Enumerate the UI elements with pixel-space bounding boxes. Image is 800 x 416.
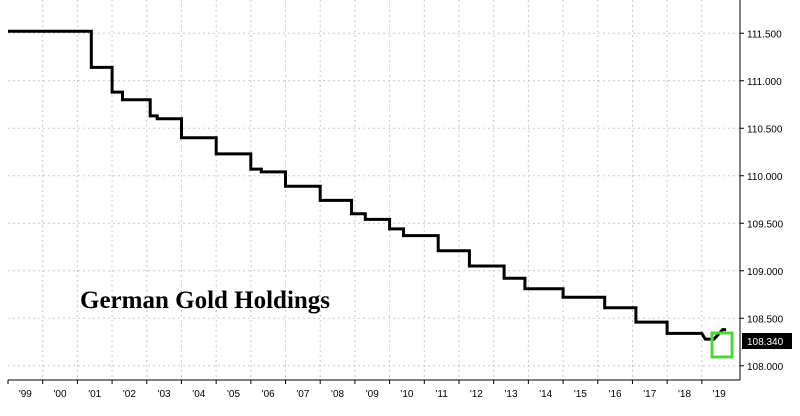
x-tick-label: '14 — [539, 389, 552, 400]
y-tick-label: 111.500 — [747, 29, 782, 40]
y-tick-label: 111.000 — [747, 77, 782, 88]
x-tick-label: '10 — [400, 389, 413, 400]
last-value-highlight — [710, 331, 734, 359]
y-tick-label: 108.500 — [747, 314, 784, 325]
x-tick-label: '16 — [609, 389, 622, 400]
last-value-box — [742, 333, 792, 349]
x-tick-label: '13 — [505, 389, 518, 400]
x-tick-label: '05 — [227, 389, 240, 400]
x-tick-label: '17 — [643, 389, 656, 400]
x-tick-label: '02 — [123, 389, 136, 400]
series-line — [8, 29, 727, 341]
y-tick-label: 109.500 — [747, 219, 784, 230]
x-tick-label: '00 — [54, 389, 67, 400]
x-tick-label: '18 — [678, 389, 691, 400]
y-tick-label: 109.000 — [747, 267, 784, 278]
x-tick-label: '19 — [713, 389, 726, 400]
x-tick-label: '11 — [436, 389, 449, 400]
x-tick-label: '12 — [470, 389, 483, 400]
x-tick-label: '08 — [331, 389, 344, 400]
y-tick-label: 110.500 — [747, 124, 783, 135]
chart-title: German Gold Holdings — [80, 287, 330, 314]
x-tick-label: '01 — [88, 389, 101, 400]
y-tick-label: 110.000 — [747, 172, 783, 183]
y-tick-label: 108.000 — [747, 362, 784, 373]
x-tick-label: '09 — [366, 389, 379, 400]
x-tick-label: '07 — [296, 389, 309, 400]
last-value-label: 108.340 — [747, 337, 784, 348]
x-tick-label: '04 — [192, 389, 205, 400]
x-tick-label: '15 — [574, 389, 587, 400]
x-tick-label: '03 — [158, 389, 171, 400]
x-tick-label: '06 — [262, 389, 275, 400]
x-tick-label: '99 — [19, 389, 32, 400]
